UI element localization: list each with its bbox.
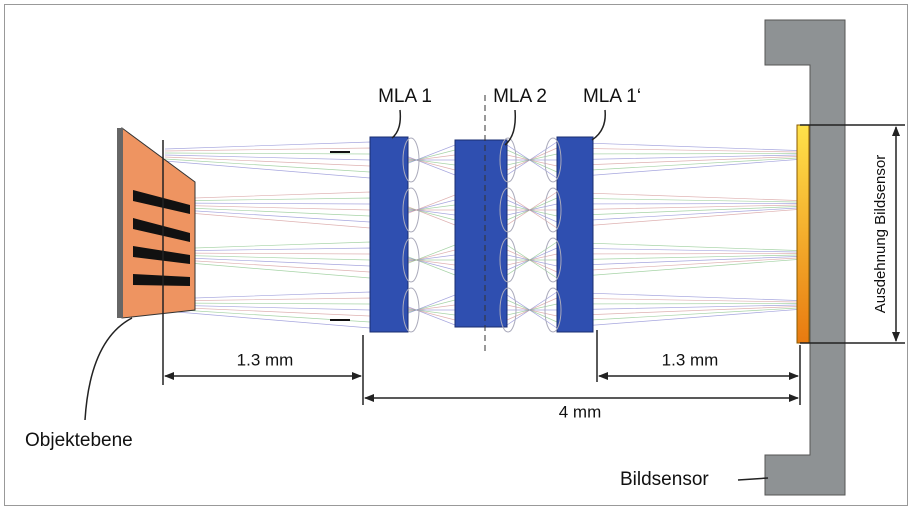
dimension-label: 4 mm [559, 402, 602, 421]
frame [4, 4, 908, 506]
mla-1-prime [556, 136, 594, 333]
object-pattern [133, 190, 190, 286]
leader [504, 109, 517, 146]
lenslet [544, 137, 562, 183]
lenslet [499, 137, 517, 183]
object-edge [117, 128, 123, 318]
mla-2 [454, 139, 508, 328]
lenslet [402, 187, 420, 233]
lenslet [544, 187, 562, 233]
lenslet [402, 287, 420, 333]
image-sensor [796, 124, 810, 344]
leader [84, 317, 133, 421]
leader [591, 109, 606, 141]
lenslet [544, 287, 562, 333]
lenslet [544, 237, 562, 283]
sensor-housing [764, 19, 846, 496]
leader [391, 109, 402, 139]
label: MLA 1‘ [583, 86, 641, 107]
lenslets [402, 137, 562, 333]
dimension-label: 1.3 mm [662, 350, 719, 369]
leader [737, 477, 769, 481]
label: Bildsensor [620, 469, 709, 490]
dimension-label: Ausdehnung Bildsensor [872, 155, 889, 313]
lenslet [499, 187, 517, 233]
label: MLA 1 [378, 86, 432, 107]
object-plane [121, 127, 196, 319]
lenslet [402, 237, 420, 283]
mla-1 [369, 136, 409, 333]
lenslet [499, 287, 517, 333]
lenslet [402, 137, 420, 183]
dimension-label: 1.3 mm [237, 350, 294, 369]
label: MLA 2 [493, 86, 547, 107]
label: Objektebene [25, 430, 133, 451]
lenslet [499, 237, 517, 283]
